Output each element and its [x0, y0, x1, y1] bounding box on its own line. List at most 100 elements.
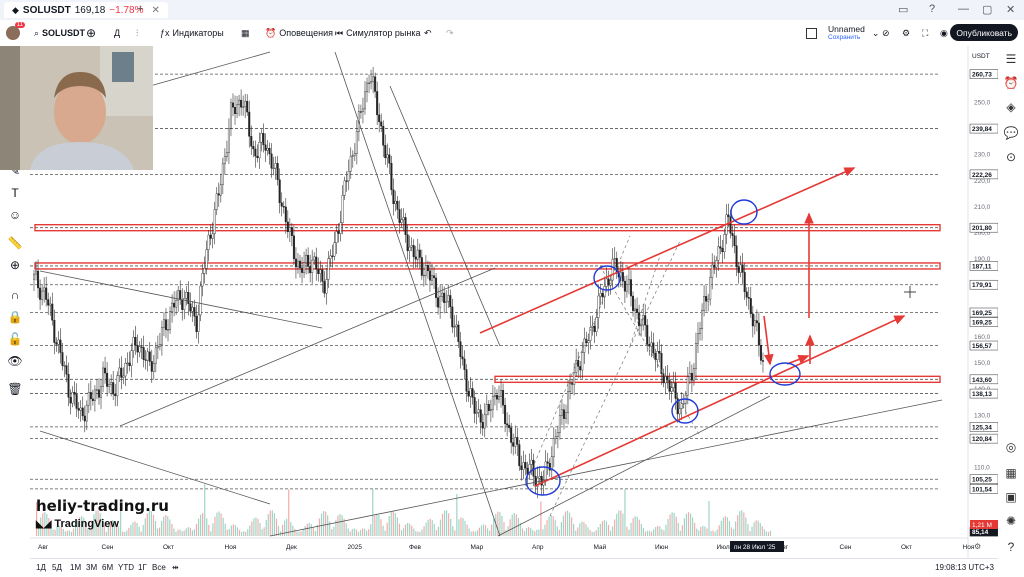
volume-bar [484, 525, 487, 536]
fullscreen-button[interactable]: ⛶ [922, 20, 928, 46]
candle-body [629, 279, 632, 297]
symbol-search-button[interactable]: ⌕ SOLUSDT [34, 20, 85, 46]
timeframe-3m[interactable]: 3М [86, 563, 98, 572]
price-chart[interactable]: USDT110,0120,0130,0140,0150,0160,0170,01… [30, 46, 998, 558]
candle-body [35, 270, 38, 275]
zoom-icon[interactable]: ⊕ [9, 258, 21, 272]
candle-body [692, 368, 695, 381]
candle-body [67, 373, 70, 398]
volume-bar [655, 527, 657, 536]
candle-body [225, 152, 228, 157]
volume-bar [515, 514, 517, 536]
undo-button[interactable]: ↶ [424, 20, 432, 46]
close-tab-icon[interactable]: ✕ [151, 4, 160, 16]
snapshot-button[interactable]: ◉ [940, 20, 948, 46]
date-range-icon[interactable]: ⇹ [172, 563, 179, 572]
volume-bar [140, 531, 142, 536]
candle-body [39, 287, 42, 300]
settings-button[interactable]: ⚙ [902, 20, 910, 46]
avatar[interactable]: 11 [6, 20, 25, 46]
volume-bar [470, 531, 472, 536]
lock-icon[interactable]: 🔓 [7, 332, 23, 346]
chart-type-button[interactable]: ⫶ [136, 20, 138, 46]
ideas-icon[interactable]: ⊙ [1005, 150, 1017, 164]
alerts-panel-icon[interactable]: ⏰ [1003, 76, 1019, 90]
compare-button[interactable]: ⊕ [86, 20, 96, 46]
level-tag-bg [969, 484, 998, 494]
volume-bar [372, 489, 374, 536]
volume-bar [544, 524, 546, 536]
candle-body [152, 363, 155, 372]
publish-button[interactable]: Опубликовать [950, 24, 1018, 41]
volume-bar [427, 519, 429, 536]
ruler-icon[interactable]: 📏 [7, 236, 23, 250]
volume-bar [610, 530, 612, 536]
layout-menu[interactable]: Unnamed Сохранить ⌄ [806, 20, 879, 46]
data-window-icon[interactable]: ◈ [1006, 100, 1016, 114]
close-window-icon[interactable]: ✕ [1006, 4, 1016, 16]
volume-bar [476, 530, 478, 536]
quick-search-button[interactable]: ⊘ [882, 20, 890, 46]
candle-body [688, 372, 691, 377]
chat-icon[interactable]: 💬 [1003, 126, 1019, 140]
help-bubble-icon[interactable]: ? [1007, 540, 1015, 554]
trash-icon[interactable]: 🗑 [7, 382, 23, 396]
timeframe-5d[interactable]: 5Д [52, 563, 62, 572]
new-tab-icon[interactable]: + [137, 3, 144, 15]
candle-body [167, 329, 170, 331]
volume-bar [763, 529, 765, 536]
watchlist-icon[interactable]: ☰ [1005, 52, 1017, 66]
y-tick-label: 110,0 [974, 464, 990, 471]
candle-body [723, 234, 726, 253]
magnet-icon[interactable]: ∩ [10, 288, 20, 302]
candle-body [595, 317, 598, 332]
timeframe-1m[interactable]: 1М [70, 563, 82, 572]
candle-body [674, 382, 677, 399]
candle-body [63, 365, 66, 367]
candle-body [95, 389, 98, 391]
volume-bar [214, 516, 216, 536]
volume-bar [757, 520, 759, 536]
timeframe-1y[interactable]: 1Г [138, 563, 147, 572]
timeframe-all[interactable]: Все [152, 563, 166, 572]
tradingview-logo-text: TradingView [54, 518, 119, 530]
volume-bar [480, 525, 483, 536]
volume-bar [569, 512, 571, 536]
redo-button[interactable]: ↷ [446, 20, 454, 46]
emoji-icon[interactable]: ☺ [8, 208, 22, 222]
maximize-icon[interactable]: ▢ [982, 4, 993, 16]
volume-bar [56, 526, 58, 536]
timeframe-ytd[interactable]: YTD [118, 563, 134, 572]
signals-icon[interactable]: ✺ [1005, 514, 1017, 528]
candle-body [374, 76, 377, 92]
volume-bar [523, 530, 526, 536]
dom-icon[interactable]: ▣ [1005, 490, 1017, 504]
timeframe-1d[interactable]: 1Д [36, 563, 46, 572]
candle-body [701, 310, 704, 330]
brush-icon[interactable]: ✎ [9, 164, 21, 178]
minimize-icon[interactable]: — [958, 3, 969, 15]
candle-body [148, 351, 151, 362]
text-icon[interactable]: T [11, 186, 19, 200]
interval-button[interactable]: Д [114, 20, 120, 46]
candle-body [301, 267, 304, 273]
grid-panel-icon[interactable]: ▦ [1005, 466, 1017, 480]
alerts-button[interactable]: ⏰ Оповещения [265, 20, 333, 46]
replay-button[interactable]: ⏮ Симулятор рынка [335, 20, 420, 46]
eye-icon[interactable]: 👁 [7, 354, 23, 368]
templates-button[interactable]: ▦ [241, 20, 250, 46]
candle-body [154, 347, 157, 364]
candle-body [420, 257, 423, 276]
volume-bar [376, 513, 378, 536]
layout-icon[interactable]: ▭ [898, 4, 909, 16]
lock-drawings-icon[interactable]: 🔒 [7, 310, 23, 324]
browser-tab[interactable]: ◆ SOLUSDT 169,18 −1.78% ✕ [4, 2, 168, 18]
help-icon[interactable]: ? [929, 3, 936, 15]
candle-body [191, 307, 194, 312]
compass-icon[interactable]: ◎ [1005, 440, 1017, 454]
timeframe-6m[interactable]: 6М [102, 563, 114, 572]
candle-body [329, 255, 332, 259]
indicators-button[interactable]: ƒx Индикаторы [160, 20, 224, 46]
volume-bar [651, 531, 653, 536]
volume-bar [251, 521, 253, 536]
